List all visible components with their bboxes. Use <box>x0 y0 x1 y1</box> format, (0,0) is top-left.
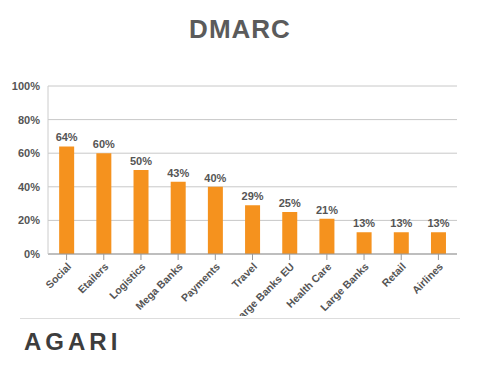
svg-text:21%: 21% <box>316 204 338 216</box>
svg-text:60%: 60% <box>18 147 40 159</box>
svg-text:0%: 0% <box>24 248 40 260</box>
svg-text:Large Banks: Large Banks <box>318 260 371 313</box>
svg-text:Logistics: Logistics <box>106 260 148 302</box>
svg-text:Large Banks EU: Large Banks EU <box>231 260 296 316</box>
svg-text:Retail: Retail <box>379 260 408 289</box>
svg-text:25%: 25% <box>279 197 301 209</box>
svg-text:Travel: Travel <box>229 260 259 290</box>
svg-text:50%: 50% <box>130 155 152 167</box>
svg-text:80%: 80% <box>18 114 40 126</box>
svg-text:100%: 100% <box>12 80 40 92</box>
svg-text:43%: 43% <box>167 167 189 179</box>
svg-text:13%: 13% <box>427 217 449 229</box>
html-text:AGARI: AGARI <box>24 328 122 355</box>
svg-text:60%: 60% <box>93 138 115 150</box>
svg-text:Airlines: Airlines <box>409 260 445 296</box>
svg-text:40%: 40% <box>18 181 40 193</box>
svg-text:13%: 13% <box>353 217 375 229</box>
svg-text:40%: 40% <box>204 172 226 184</box>
svg-text:20%: 20% <box>18 214 40 226</box>
svg-text:Health Care: Health Care <box>283 260 334 310</box>
svg-text:Etailers: Etailers <box>75 260 110 295</box>
html-text:DMARC: DMARC <box>189 14 291 44</box>
svg-text:Payments: Payments <box>178 260 222 304</box>
svg-text:64%: 64% <box>56 131 78 143</box>
svg-text:29%: 29% <box>242 190 264 202</box>
svg-text:13%: 13% <box>390 217 412 229</box>
svg-text:Mega Banks: Mega Banks <box>133 260 185 312</box>
svg-text:Social: Social <box>43 260 73 290</box>
